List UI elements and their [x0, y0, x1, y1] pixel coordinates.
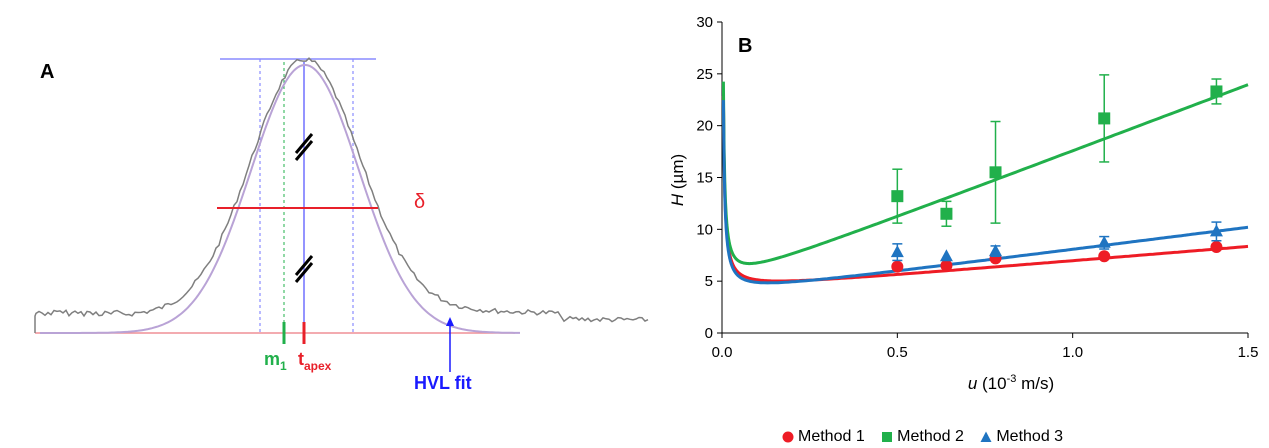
measured-trace [34, 57, 649, 333]
x-tick-label: 0.0 [712, 344, 733, 361]
data-point-method-3 [989, 244, 1003, 257]
hvl-fit-label: HVL fit [414, 373, 472, 393]
legend-label-method-3: Method 3 [996, 428, 1064, 445]
data-point-method-2 [989, 166, 1002, 179]
y-tick-label: 0 [705, 325, 713, 342]
x-tick-label: 1.0 [1062, 344, 1083, 361]
legend-label-method-2: Method 2 [897, 428, 964, 445]
axes: 0 5 10 15 20 25 30 0.0 0.5 1.0 1.5 [696, 14, 1258, 361]
hvl-arrow-head [446, 317, 454, 326]
y-tick-label: 25 [696, 66, 713, 83]
data-point-method-3 [890, 245, 904, 258]
legend: Method 1 Method 2 Method 3 [782, 428, 1075, 446]
data-point-method-1 [1210, 240, 1223, 253]
data-point-method-1 [940, 259, 953, 272]
legend-triangle-marker [980, 431, 992, 442]
legend-item-method-2: Method 2 [881, 428, 964, 446]
data-point-method-3 [1097, 235, 1111, 248]
data-point-method-1 [891, 260, 904, 273]
x-axis-title: u (10-3 m/s) [968, 373, 1054, 393]
legend-label-method-1: Method 1 [798, 428, 865, 445]
m1-label: m1 [264, 349, 287, 373]
break-mark-lower [294, 255, 314, 283]
legend-circle-marker [782, 431, 794, 443]
y-tick-label: 15 [696, 170, 713, 187]
y-tick-label: 10 [696, 221, 713, 238]
data-point-method-2 [940, 207, 953, 220]
data-point-method-2 [891, 190, 904, 203]
data-point-method-2 [1210, 85, 1223, 98]
y-tick-label: 5 [705, 273, 713, 290]
legend-square-marker [882, 431, 893, 442]
fit-curve-2 [721, 81, 1249, 266]
delta-label: δ [414, 191, 425, 213]
x-tick-label: 1.5 [1238, 344, 1259, 361]
y-tick-label: 30 [696, 14, 713, 31]
panel-b-label: B [738, 35, 752, 57]
y-axis-title: H (µm) [668, 154, 687, 206]
data-point-method-3 [1209, 224, 1223, 237]
break-mark-upper [294, 133, 314, 161]
data-points [890, 74, 1223, 273]
hvl-fit-curve [40, 64, 520, 334]
data-point-method-3 [939, 249, 953, 262]
panel-a-label: A [40, 61, 54, 83]
legend-item-method-3: Method 3 [980, 428, 1063, 446]
y-tick-label: 20 [696, 118, 713, 135]
fit-curve-1 [721, 95, 1249, 283]
fit-curves [721, 81, 1249, 285]
panel-a: A δ m1 tapex HVL fit [34, 57, 649, 393]
data-point-method-1 [1098, 250, 1111, 263]
x-tick-label: 0.5 [887, 344, 908, 361]
tapex-label: tapex [298, 349, 332, 373]
data-point-method-2 [1098, 112, 1111, 125]
legend-item-method-1: Method 1 [782, 428, 865, 446]
fit-curve-3 [721, 100, 1249, 285]
